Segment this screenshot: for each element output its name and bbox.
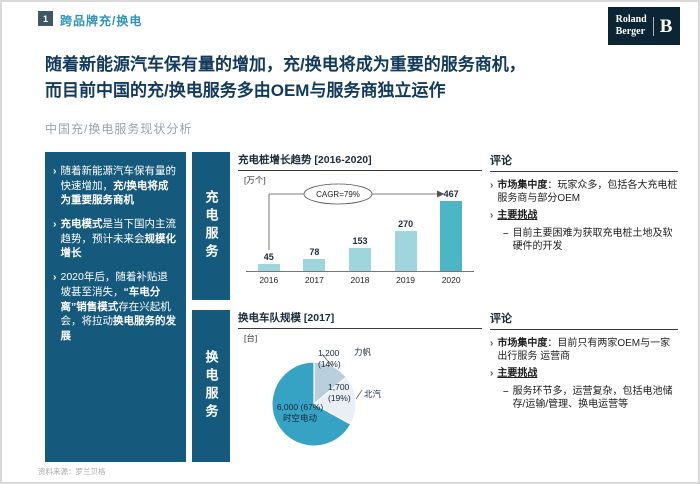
headline: 随着新能源汽车保有量的增加，充/换电将成为重要的服务商机， 而目前中国的充/换电…: [45, 52, 675, 103]
bullet-marker: ›: [490, 338, 494, 349]
pie-value-baic: 1,700 (19%): [328, 382, 351, 403]
comment-item: › 主要挑战: [490, 210, 538, 222]
headline-line1: 随着新能源汽车保有量的增加，充/换电将成为重要的服务商机，: [45, 55, 526, 74]
subtitle: 中国充/换电服务现状分析: [45, 122, 193, 136]
bar-value-label: 45: [263, 252, 274, 262]
comment-item: – 服务环节多，运营复杂，包括电池储存/运输/管理、换电运营等: [503, 385, 673, 410]
left-panel-bullets: › 随着新能源汽车保有量的快速增加，充/换电将成为重要服务商机 › 充电模式是当下国内…: [53, 164, 178, 344]
bar-value-label: 270: [398, 219, 414, 229]
bar-group: 153: [337, 236, 383, 271]
logo-b-icon: B: [652, 16, 672, 36]
key-messages-panel: › 随着新能源汽车保有量的快速增加，充/换电将成为重要服务商机 › 充电模式是当下国内…: [45, 152, 186, 462]
left-panel-bullet: › 随着新能源汽车保有量的快速增加，充/换电将成为重要服务商机: [53, 165, 176, 207]
source-note: 资料来源：罗兰贝格: [38, 467, 106, 476]
bullet-marker: ›: [53, 218, 57, 231]
bar-value-label: 467: [443, 189, 459, 199]
row-label-swapping-text: 换电服务: [203, 350, 219, 422]
bar-group: 270: [383, 219, 429, 271]
pie-slice-北汽: [312, 376, 357, 426]
bar-2018: [348, 248, 371, 271]
bar-group: 78: [292, 247, 338, 271]
bar-value-label: 153: [352, 236, 368, 246]
pie-chart-title: 换电车队规模 [2017]: [238, 310, 482, 329]
left-panel-bullet: › 充电模式是当下国内主流趋势，预计未来会规模化增长: [53, 218, 176, 260]
bar-2016: [257, 264, 280, 271]
row-label-charging-service: 充电服务: [192, 152, 230, 300]
pie-svg: [271, 353, 363, 447]
comment-items-swapping: › 市场集中度：目前只有两家OEM与一家出行服务 运营商 › 主要挑战 – 服务环节多，运…: [490, 337, 678, 411]
pie-value-lifan-pct: (14%): [318, 358, 341, 369]
comment-section-swapping: 评论 › 市场集中度：目前只有两家OEM与一家出行服务 运营商 › 主要挑战 – 服务环节…: [490, 310, 678, 415]
pie-value-baic-pct: (19%): [328, 392, 351, 403]
pie-name-lifan: 力帆: [354, 347, 372, 357]
pie-name-shikong: 时空电动: [282, 412, 317, 423]
pie-value-lifan: 1,200 (14%): [318, 348, 341, 369]
logo-line1: Roland: [615, 14, 647, 25]
page-number-box: 1: [38, 11, 53, 26]
bar-category-label: 2016: [259, 275, 279, 285]
bullet-marker: ›: [490, 180, 494, 191]
left-panel-bullet: › 2020年后，随着补贴退坡甚至消失，“车电分离”销售模式存在兴起机会，将拉动换…: [53, 271, 176, 342]
bullet-marker: ›: [53, 165, 57, 177]
headline-line2: 而目前中国的充/换电服务多由OEM与服务商独立运作: [45, 80, 446, 100]
bar-2017: [303, 259, 326, 271]
comment-item: – 目前主要困难为获取充电桩土地及软硬件的开发: [503, 227, 673, 252]
bar-category-label: 2017: [304, 275, 324, 285]
pie-value-lifan-number: 1,200: [318, 348, 340, 358]
page-number: 1: [42, 13, 48, 24]
bar-years: 2016 2017 2018 2019 2020: [246, 275, 474, 285]
pie-chart: 换电车队规模 [2017] [台] 1,200 (14%) 力帆 1,700 (…: [238, 310, 482, 462]
row-label-swapping-service: 换电服务: [192, 310, 230, 462]
bar-category-label: 2019: [396, 275, 416, 285]
bullet-marker: ›: [490, 368, 494, 380]
comment-title-swapping: 评论: [490, 310, 678, 330]
comment-item: › 市场集中度：目前只有两家OEM与一家出行服务 运营商: [490, 338, 671, 363]
section-title: 跨品牌充/换电: [60, 14, 143, 28]
pie-name-baic: 北汽: [364, 389, 382, 399]
pie-value-shikong-number: 6,000 (67%): [276, 402, 324, 412]
comment-items-charging: › 市场集中度：玩家众多，包括各大充电桩服务商与部分OEM › 主要挑战 – 目前主要困难…: [490, 179, 678, 253]
pie-slice-时空电动: [271, 361, 352, 447]
bar-category-label: 2020: [441, 275, 461, 285]
bullet-marker: ›: [53, 271, 57, 284]
bar-group: 45: [246, 252, 292, 271]
comment-item: › 市场集中度：玩家众多，包括各大充电桩服务商与部分OEM: [490, 180, 678, 205]
bullet-marker: ›: [490, 210, 494, 222]
comment-title-charging: 评论: [490, 152, 678, 172]
comment-section-charging: 评论 › 市场集中度：玩家众多，包括各大充电桩服务商与部分OEM › 主要挑战 – 目前主…: [490, 152, 678, 257]
bar-chart-title: 充电桩增长趋势 [2016-2020]: [238, 152, 482, 171]
bar-value-label: 78: [309, 247, 320, 257]
bullet-marker: –: [503, 385, 509, 397]
logo-line2: Berger: [615, 26, 646, 37]
bar-2020: [440, 201, 463, 271]
bar-category-label: 2018: [350, 275, 370, 285]
bar-plot: 45 78 153 270 467: [246, 188, 474, 272]
roland-berger-logo: Roland Berger B: [608, 7, 680, 45]
bar-chart-unit: [万个]: [244, 175, 266, 185]
row-label-charging-text: 充电服务: [203, 190, 219, 262]
logo-wordmark: Roland Berger: [616, 14, 647, 38]
bar-chart: 充电桩增长趋势 [2016-2020] [万个] 45 78 153 270 467 2…: [238, 152, 482, 300]
pie-value-baic-number: 1,700: [328, 382, 350, 392]
bar-group: 467: [428, 189, 474, 271]
pie-chart-unit: [台]: [244, 333, 258, 343]
pie-leader-line: [355, 389, 363, 400]
comment-item: › 主要挑战: [490, 368, 538, 380]
pie-value-shikong: 6,000 (67%) 时空电动: [260, 402, 340, 423]
bullet-marker: –: [503, 227, 509, 239]
bar-2019: [394, 231, 417, 271]
pie-leader-line: [321, 353, 333, 367]
